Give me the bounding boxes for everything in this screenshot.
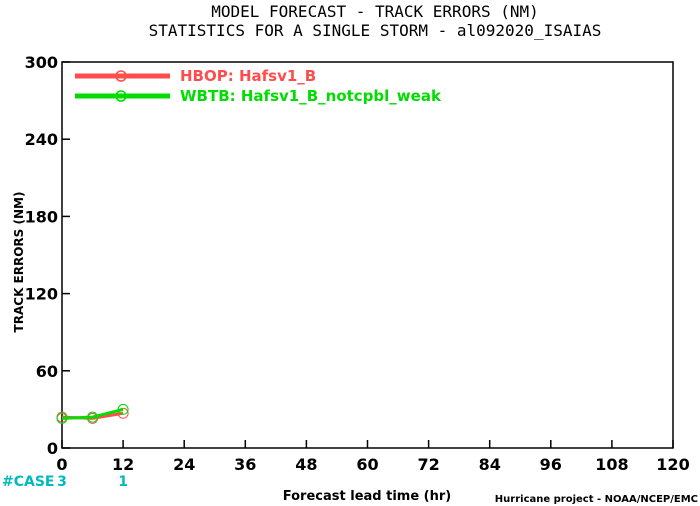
x-axis: 0 12 24 36 48 60 72 84 96 108 120: [56, 440, 690, 474]
y-tick-label: 0: [47, 439, 58, 458]
chart-title-line1: MODEL FORECAST - TRACK ERRORS (NM): [211, 2, 539, 21]
y-tick-label: 240: [25, 130, 58, 149]
x-tick-label: 24: [173, 455, 195, 474]
y-tick-label: 180: [25, 207, 58, 226]
y-axis-label: TRACK ERRORS (NM): [12, 192, 26, 333]
case-label: #CASE: [2, 474, 55, 490]
x-axis-label: Forecast lead time (hr): [283, 489, 451, 504]
data-point: [117, 403, 129, 415]
x-tick-label: 108: [595, 455, 628, 474]
data-point: [117, 407, 129, 419]
credit-text: Hurricane project - NOAA/NCEP/EMC: [495, 494, 698, 505]
x-tick-label: 120: [656, 455, 689, 474]
x-tick-label: 12: [112, 455, 134, 474]
case-counts: #CASE 3 1: [2, 474, 128, 490]
plot-area: [61, 61, 674, 449]
case-count: 3: [57, 474, 67, 490]
x-tick-label: 60: [356, 455, 378, 474]
series-lines: [56, 403, 129, 424]
y-tick-label: 60: [36, 362, 58, 381]
chart-title-line2: STATISTICS FOR A SINGLE STORM - al092020…: [149, 21, 602, 40]
legend-entry: HBOP: Hafsv1_B: [180, 67, 316, 85]
y-axis: 0 60 120 180 240 300: [25, 53, 70, 458]
x-tick-label: 72: [417, 455, 439, 474]
data-point: [87, 411, 99, 423]
x-tick-label: 84: [479, 455, 501, 474]
data-point: [56, 412, 68, 424]
x-tick-label: 96: [540, 455, 562, 474]
x-tick-label: 36: [234, 455, 256, 474]
x-tick-label: 0: [56, 455, 67, 474]
legend-swatch-marker: [115, 90, 127, 102]
series-line: [61, 407, 124, 420]
y-tick-label: 120: [25, 285, 58, 304]
legend-swatch-marker: [115, 70, 127, 82]
legend-entry: WBTB: Hafsv1_B_notcpbl_weak: [180, 87, 442, 105]
y-tick-label: 300: [25, 53, 58, 72]
case-count: 1: [118, 474, 128, 490]
legend: HBOP: Hafsv1_B WBTB: Hafsv1_B_notcpbl_wea…: [75, 67, 442, 105]
x-tick-label: 48: [295, 455, 317, 474]
